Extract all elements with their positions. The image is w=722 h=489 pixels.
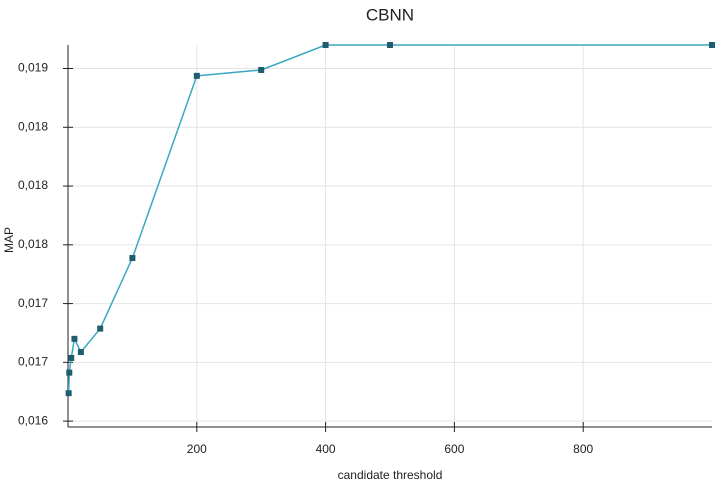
point-marker (68, 354, 75, 361)
x-tick-label: 600 (444, 442, 464, 456)
x-tick-label: 200 (187, 442, 207, 456)
y-axis-label: MAP (2, 227, 16, 253)
point-marker (71, 335, 78, 342)
y-tick-label: 0,018 (18, 178, 48, 192)
x-tick-label: 400 (316, 442, 336, 456)
x-tick-label: 800 (573, 442, 593, 456)
point-marker (65, 390, 72, 397)
y-tick-label: 0,017 (18, 296, 48, 310)
point-marker (129, 255, 136, 262)
point-marker (387, 42, 393, 48)
y-tick-label: 0,016 (18, 413, 48, 427)
y-tick-label: 0,017 (18, 355, 48, 369)
point-marker (709, 42, 715, 48)
point-marker (258, 66, 265, 73)
point-marker (66, 369, 73, 376)
point-marker (193, 72, 200, 79)
point-marker (97, 325, 104, 332)
y-tick-label: 0,019 (18, 61, 48, 75)
y-tick-label: 0,018 (18, 119, 48, 133)
chart-title: CBNN (366, 5, 414, 24)
point-marker (322, 42, 329, 48)
y-tick-label: 0,018 (18, 237, 48, 251)
point-marker (77, 349, 84, 356)
x-axis-label: candidate threshold (338, 468, 443, 482)
series-line (67, 44, 712, 394)
